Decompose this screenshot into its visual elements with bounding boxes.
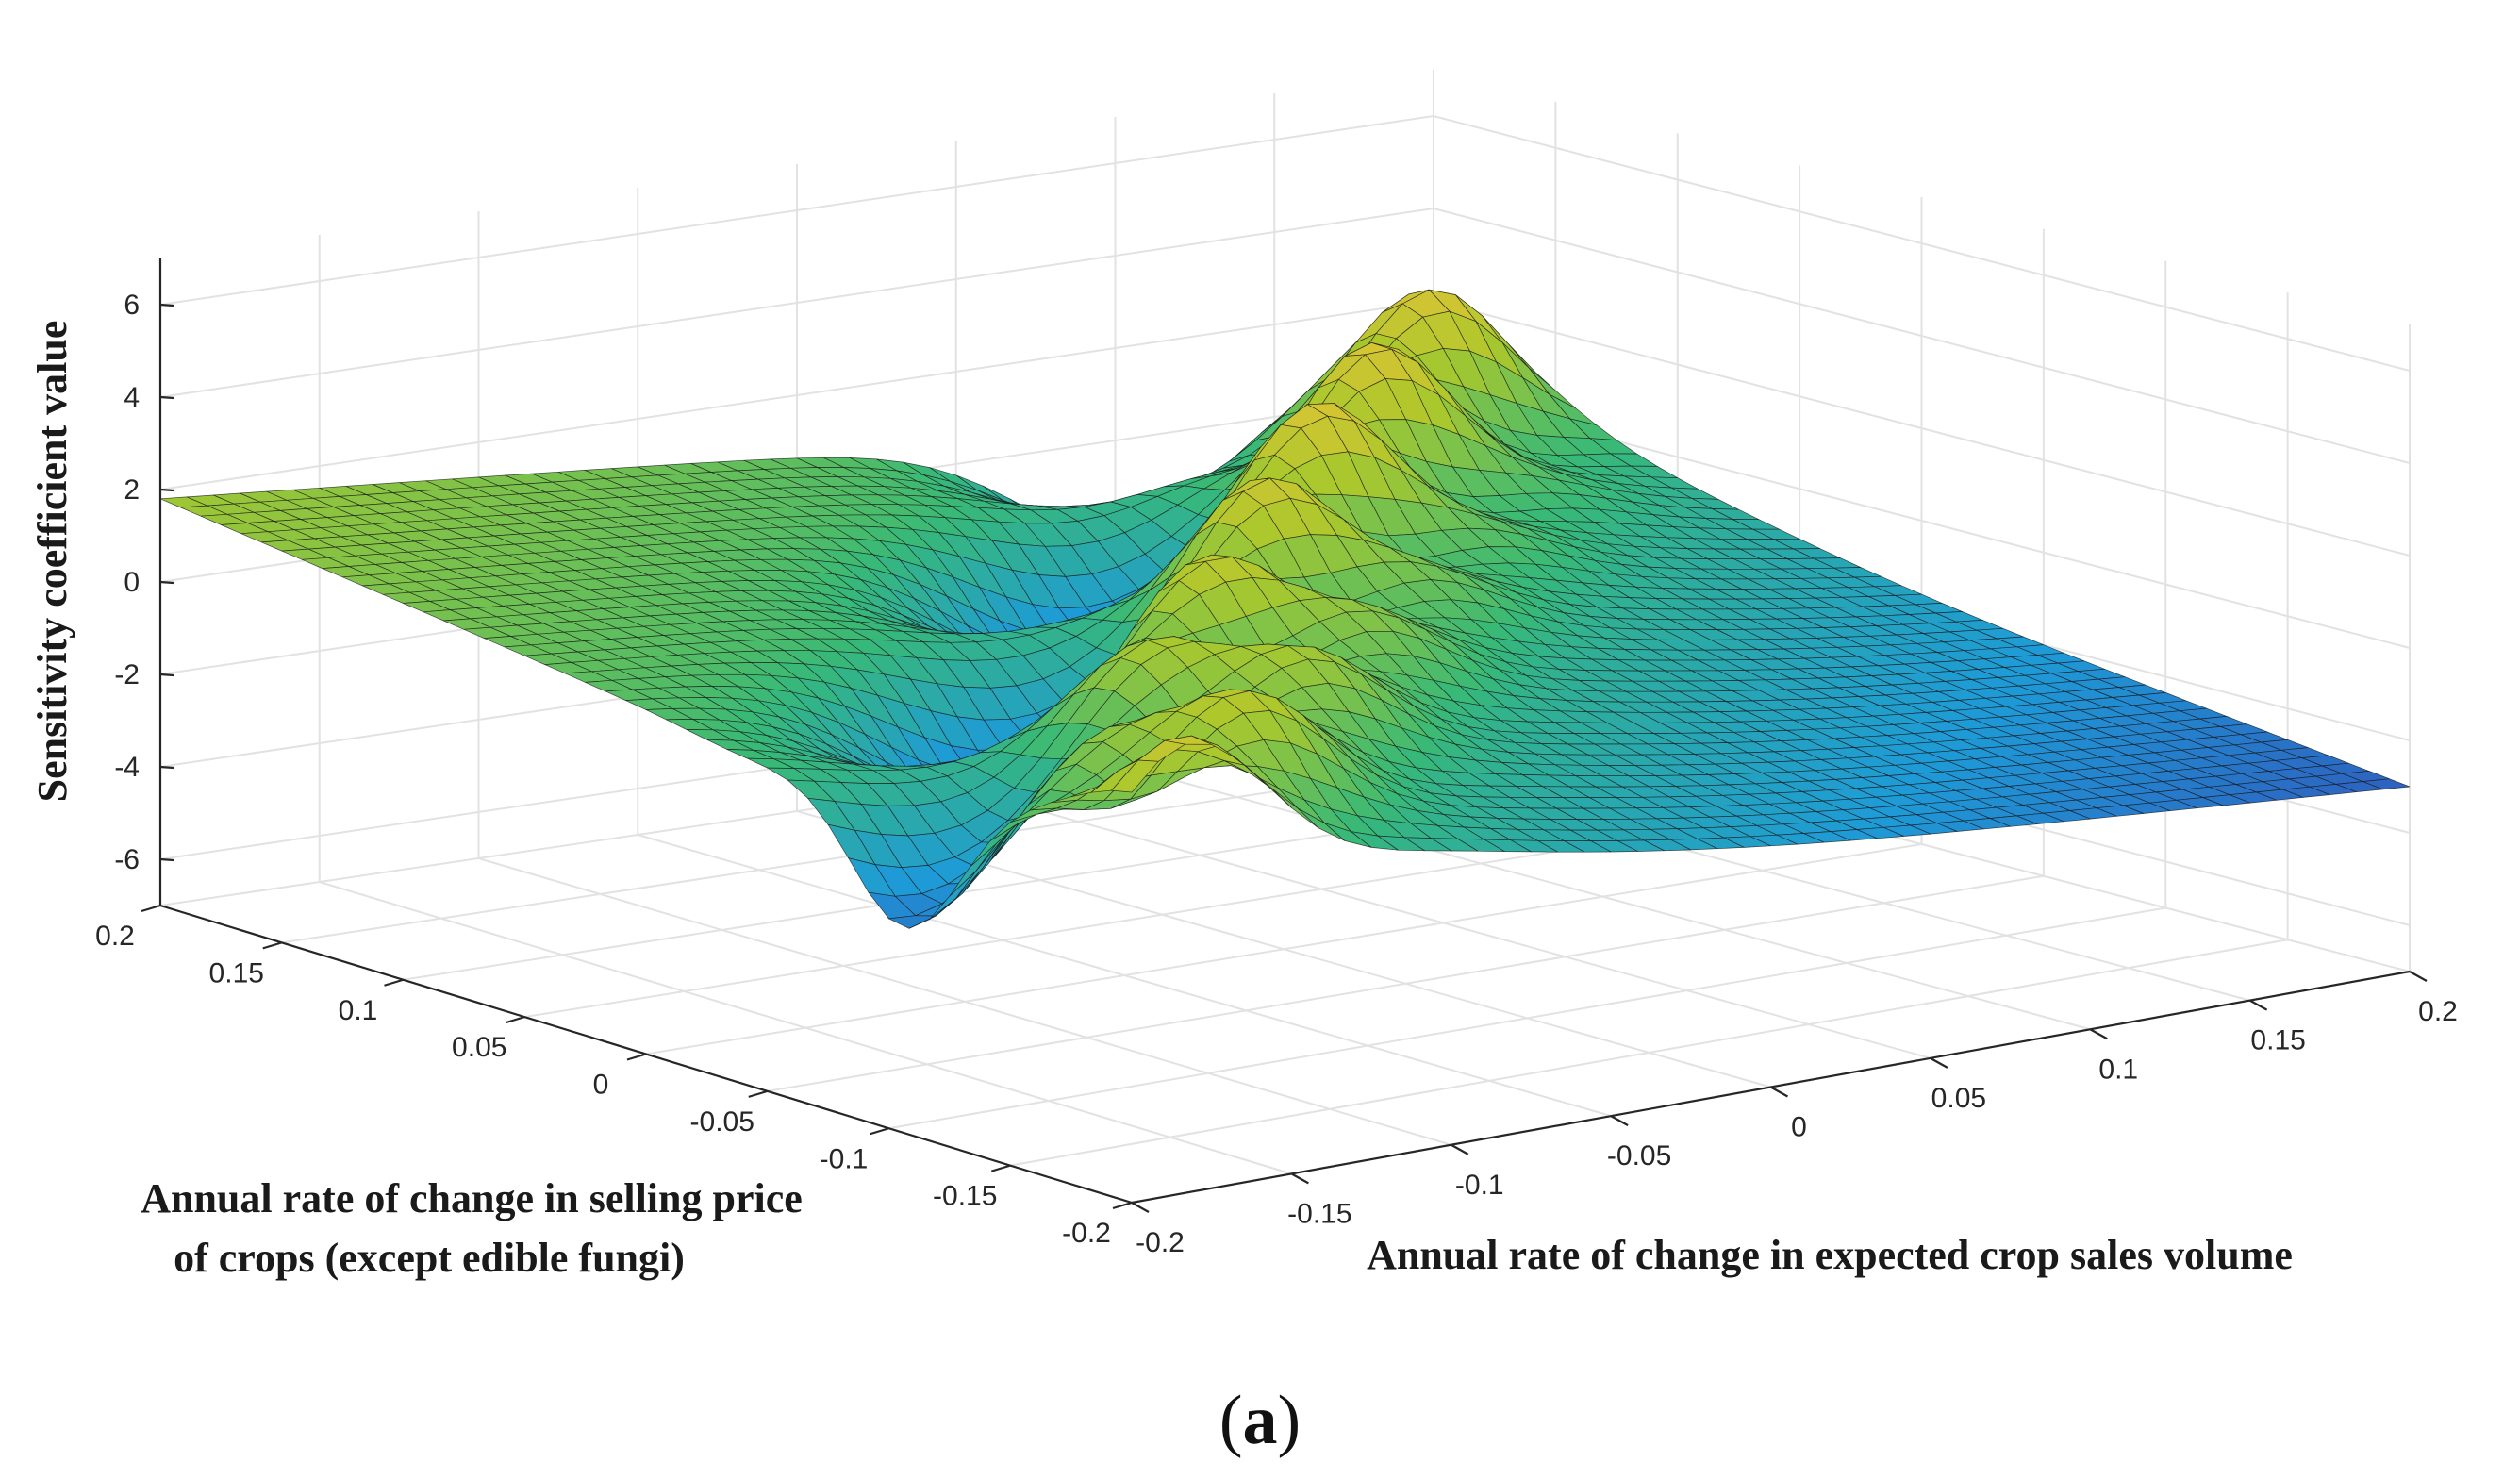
y-tick-6 bbox=[2089, 1028, 2108, 1040]
y-tick-3 bbox=[1610, 1115, 1629, 1127]
x-tick-label-5: -0.05 bbox=[690, 1106, 754, 1138]
y-tick-label-7: 0.15 bbox=[2250, 1025, 2305, 1056]
surface-cell bbox=[887, 915, 937, 929]
y-tick-7 bbox=[2249, 999, 2268, 1011]
x-tick-label-4: 0 bbox=[593, 1070, 609, 1101]
y-tick-1 bbox=[1290, 1172, 1309, 1185]
floor-gridline-y-6 bbox=[1115, 763, 2091, 1031]
x-tick-label-3: 0.05 bbox=[452, 1032, 506, 1063]
x-tick-label-2: 0.1 bbox=[339, 995, 378, 1026]
y-tick-4 bbox=[1769, 1086, 1789, 1098]
chart-axes bbox=[141, 258, 2428, 1213]
z-tick-6 bbox=[159, 857, 174, 862]
wall-gridline-z-1 bbox=[159, 207, 2411, 464]
y-tick-label-4: 0 bbox=[1791, 1112, 1807, 1143]
z-tick-label-6: -6 bbox=[114, 844, 140, 875]
z-tick-label-5: -4 bbox=[114, 752, 140, 783]
x-tick-2 bbox=[384, 978, 404, 987]
chart-gridlines bbox=[159, 70, 2411, 1204]
panel-label-letter: a bbox=[1243, 1382, 1278, 1459]
y-tick-5 bbox=[1930, 1056, 1948, 1069]
y-tick-label-6: 0.1 bbox=[2098, 1054, 2138, 1085]
y-tick-8 bbox=[2409, 971, 2428, 982]
wall-gridline-z-0 bbox=[159, 114, 2411, 372]
floor-gridline-y-3 bbox=[637, 834, 1612, 1118]
floor-gridline-y-5 bbox=[955, 787, 1931, 1059]
x-tick-6 bbox=[870, 1127, 889, 1136]
surface-cell bbox=[1110, 759, 1159, 793]
z-tick-5 bbox=[159, 765, 174, 770]
panel-label-open: ( bbox=[1219, 1382, 1243, 1459]
z-tick-label-1: 4 bbox=[124, 382, 140, 413]
y-tick-label-3: -0.05 bbox=[1607, 1140, 1671, 1172]
z-tick-label-3: 0 bbox=[124, 567, 140, 598]
x-tick-8 bbox=[1112, 1201, 1133, 1210]
x-tick-label-7: -0.15 bbox=[933, 1181, 997, 1212]
x-tick-5 bbox=[748, 1089, 769, 1098]
z-tick-1 bbox=[159, 395, 174, 400]
y-tick-label-8: 0.2 bbox=[2418, 996, 2458, 1027]
surface-mesh bbox=[159, 289, 2411, 929]
y-axis-title: Annual rate of change in expected crop s… bbox=[1367, 1232, 2293, 1278]
x-tick-1 bbox=[262, 941, 283, 950]
x-tick-0 bbox=[141, 904, 161, 913]
y-tick-label-1: -0.15 bbox=[1287, 1198, 1351, 1229]
x-tick-label-0: 0.2 bbox=[95, 921, 135, 952]
x-axis-title-line-1: Annual rate of change in selling price bbox=[141, 1175, 803, 1221]
x-tick-label-8: -0.2 bbox=[1062, 1218, 1111, 1249]
y-tick-2 bbox=[1451, 1143, 1469, 1155]
z-tick-label-0: 6 bbox=[124, 290, 140, 321]
z-tick-label-4: -2 bbox=[114, 659, 140, 690]
z-tick-4 bbox=[159, 673, 174, 677]
x-axis-title-line-2: of crops (except edible fungi) bbox=[174, 1235, 685, 1281]
z-tick-label-2: 2 bbox=[124, 474, 140, 506]
y-tick-label-5: 0.05 bbox=[1931, 1083, 1986, 1114]
y-tick-0 bbox=[1131, 1202, 1150, 1213]
x-tick-3 bbox=[505, 1016, 525, 1024]
panel-label: (a) bbox=[1219, 1382, 1301, 1459]
floor-gridline-y-2 bbox=[478, 857, 1452, 1146]
z-tick-3 bbox=[159, 580, 174, 585]
floor-gridline-y-1 bbox=[319, 881, 1292, 1175]
panel-label-close: ) bbox=[1278, 1382, 1301, 1459]
y-tick-label-0: -0.2 bbox=[1136, 1227, 1185, 1258]
y-tick-label-2: -0.1 bbox=[1455, 1170, 1504, 1201]
x-tick-7 bbox=[990, 1164, 1011, 1172]
z-tick-0 bbox=[159, 303, 174, 307]
x-tick-4 bbox=[626, 1053, 647, 1061]
x-tick-label-6: -0.1 bbox=[820, 1143, 869, 1174]
x-tick-label-1: 0.15 bbox=[209, 957, 264, 989]
tick-labels: 6 4 2 0 -2 -4 -6 0.2 0.15 0.1 0.05 0 -0.05 -0.1 -0.15 -… bbox=[95, 290, 2458, 1258]
z-axis-title: Sensitivity coefficient value bbox=[29, 321, 75, 803]
